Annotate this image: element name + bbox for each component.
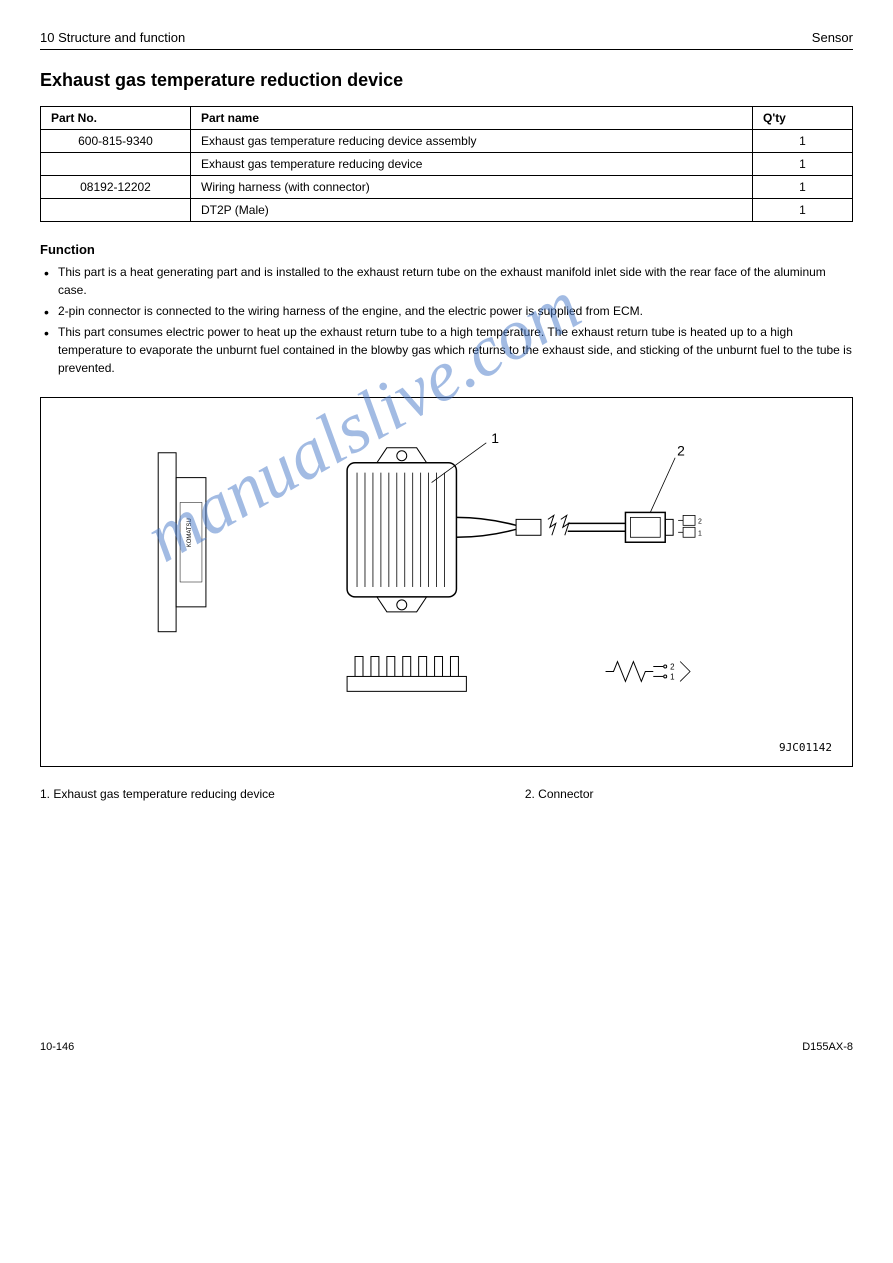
table-header: Q'ty: [753, 107, 853, 130]
function-item: This part is a heat generating part and …: [58, 263, 853, 299]
table-cell: [41, 153, 191, 176]
table-row: 600-815-9340 Exhaust gas temperature red…: [41, 130, 853, 153]
diagram-container: KOMATSU: [40, 397, 853, 767]
function-item: 2-pin connector is connected to the wiri…: [58, 302, 853, 320]
parts-labels: 1. Exhaust gas temperature reducing devi…: [40, 787, 853, 801]
svg-text:2: 2: [698, 518, 702, 525]
section-title: Exhaust gas temperature reduction device: [40, 70, 853, 91]
device-diagram: KOMATSU: [56, 413, 837, 751]
svg-text:1: 1: [670, 672, 675, 681]
table-cell: Exhaust gas temperature reducing device: [191, 153, 753, 176]
header-left: 10 Structure and function: [40, 30, 185, 45]
svg-text:2: 2: [677, 443, 685, 459]
table-header: Part name: [191, 107, 753, 130]
header-right: Sensor: [812, 30, 853, 45]
part-label-1: 1. Exhaust gas temperature reducing devi…: [40, 787, 275, 801]
part-label-2: 2. Connector: [525, 787, 594, 801]
table-header: Part No.: [41, 107, 191, 130]
page-header: 10 Structure and function Sensor: [40, 30, 853, 50]
function-list: This part is a heat generating part and …: [40, 263, 853, 377]
page-footer: 10-146 D155AX-8: [40, 1041, 853, 1053]
table-cell: [41, 199, 191, 222]
table-cell: 1: [753, 153, 853, 176]
svg-text:1: 1: [698, 530, 702, 537]
table-cell: 1: [753, 199, 853, 222]
table-cell: Wiring harness (with connector): [191, 176, 753, 199]
function-item: This part consumes electric power to hea…: [58, 323, 853, 377]
function-section: Function This part is a heat generating …: [40, 242, 853, 377]
function-title: Function: [40, 242, 853, 257]
table-cell: 1: [753, 176, 853, 199]
table-cell: 600-815-9340: [41, 130, 191, 153]
table-cell: Exhaust gas temperature reducing device …: [191, 130, 753, 153]
table-cell: 08192-12202: [41, 176, 191, 199]
svg-text:2: 2: [670, 662, 675, 671]
table-row: 08192-12202 Wiring harness (with connect…: [41, 176, 853, 199]
spec-table: Part No. Part name Q'ty 600-815-9340 Exh…: [40, 106, 853, 222]
table-cell: DT2P (Male): [191, 199, 753, 222]
diagram-code: 9JC01142: [779, 741, 832, 754]
svg-text:1: 1: [491, 430, 499, 446]
table-row: DT2P (Male) 1: [41, 199, 853, 222]
footer-page: 10-146: [40, 1041, 74, 1053]
table-row: Exhaust gas temperature reducing device …: [41, 153, 853, 176]
footer-model: D155AX-8: [802, 1041, 853, 1053]
svg-text:KOMATSU: KOMATSU: [187, 518, 193, 547]
table-cell: 1: [753, 130, 853, 153]
